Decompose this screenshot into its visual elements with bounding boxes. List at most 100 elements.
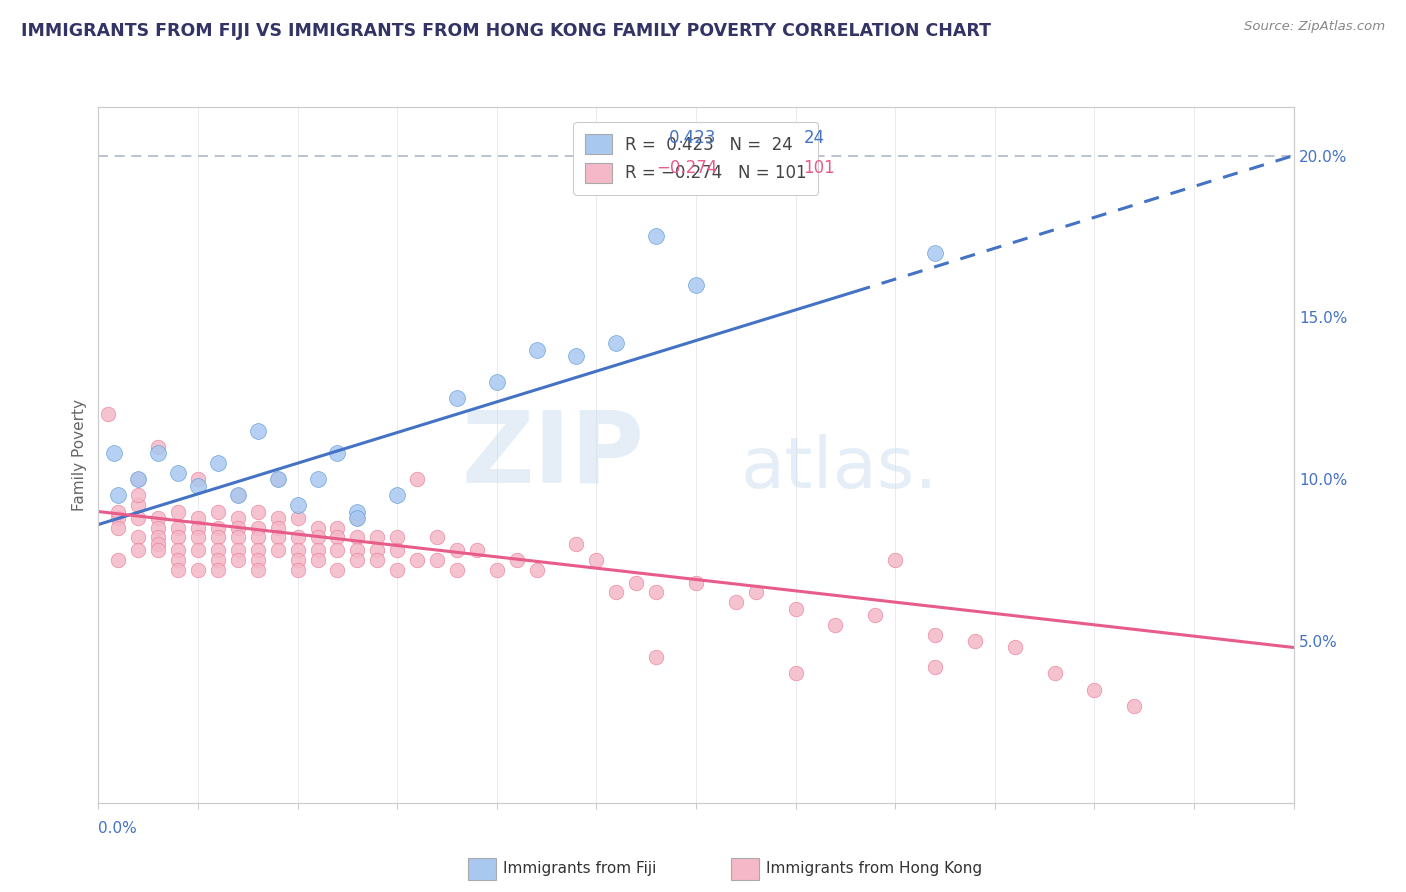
Point: [167, 531, 190, 545]
Point: [127, 543, 149, 558]
Text: Source: ZipAtlas.com: Source: ZipAtlas.com: [1244, 20, 1385, 33]
Point: [605, 336, 627, 351]
Point: [465, 543, 488, 558]
Point: [226, 553, 249, 567]
Y-axis label: Family Poverty: Family Poverty: [72, 399, 87, 511]
Point: [745, 585, 768, 599]
Text: ZIP: ZIP: [461, 407, 644, 503]
Point: [406, 553, 429, 567]
Point: [246, 553, 269, 567]
Point: [207, 456, 229, 470]
Point: [1004, 640, 1026, 655]
Legend: R =  0.423   N =  24, R = −0.274   N = 101: R = 0.423 N = 24, R = −0.274 N = 101: [574, 122, 818, 194]
Point: [924, 660, 946, 674]
Point: [446, 543, 468, 558]
Point: [307, 543, 329, 558]
Point: [226, 488, 249, 502]
Point: [685, 575, 707, 590]
Point: [385, 488, 409, 502]
Point: [1043, 666, 1066, 681]
Point: [565, 537, 588, 551]
Point: [207, 531, 229, 545]
Point: [207, 543, 229, 558]
Point: [167, 543, 190, 558]
Point: [207, 521, 229, 535]
Point: [645, 650, 668, 665]
Point: [267, 543, 290, 558]
Point: [526, 563, 548, 577]
Point: [565, 349, 588, 363]
Point: [346, 543, 368, 558]
Text: atlas.: atlas.: [741, 434, 938, 503]
Text: −0.274: −0.274: [657, 159, 718, 177]
Point: [127, 472, 149, 486]
Point: [287, 563, 309, 577]
Point: [346, 511, 368, 525]
Point: [685, 278, 707, 293]
Point: [526, 343, 548, 357]
Point: [307, 531, 329, 545]
Point: [107, 488, 129, 502]
Point: [148, 440, 170, 454]
Point: [107, 553, 129, 567]
Text: 0.0%: 0.0%: [98, 821, 138, 836]
Point: [167, 553, 190, 567]
Point: [107, 511, 129, 525]
Point: [824, 617, 846, 632]
Point: [287, 543, 309, 558]
Point: [366, 553, 388, 567]
Point: [326, 446, 349, 460]
Point: [167, 563, 190, 577]
Point: [326, 543, 349, 558]
Point: [226, 531, 249, 545]
Point: [267, 511, 290, 525]
Point: [187, 521, 209, 535]
Point: [246, 424, 269, 438]
Point: [226, 543, 249, 558]
Point: [385, 531, 409, 545]
Point: [267, 531, 290, 545]
Point: [924, 245, 946, 260]
Point: [103, 446, 125, 460]
Point: [626, 575, 648, 590]
Point: [485, 563, 508, 577]
Point: [645, 229, 668, 244]
Point: [148, 521, 170, 535]
Point: [187, 511, 209, 525]
Point: [406, 472, 429, 486]
Point: [267, 472, 290, 486]
Point: [187, 563, 209, 577]
Point: [207, 504, 229, 518]
Text: IMMIGRANTS FROM FIJI VS IMMIGRANTS FROM HONG KONG FAMILY POVERTY CORRELATION CHA: IMMIGRANTS FROM FIJI VS IMMIGRANTS FROM …: [21, 22, 991, 40]
Text: Immigrants from Hong Kong: Immigrants from Hong Kong: [766, 862, 983, 876]
Point: [127, 531, 149, 545]
Point: [605, 585, 627, 599]
Point: [307, 553, 329, 567]
Point: [287, 531, 309, 545]
Point: [107, 504, 129, 518]
Point: [963, 634, 986, 648]
Point: [326, 531, 349, 545]
Point: [246, 563, 269, 577]
Point: [148, 543, 170, 558]
Text: 24: 24: [804, 129, 825, 147]
Point: [724, 595, 747, 609]
Point: [346, 511, 368, 525]
Point: [267, 472, 290, 486]
Point: [785, 666, 807, 681]
Point: [127, 498, 149, 512]
Point: [485, 375, 508, 389]
Point: [148, 446, 170, 460]
Point: [385, 543, 409, 558]
Point: [307, 472, 329, 486]
Text: Immigrants from Fiji: Immigrants from Fiji: [503, 862, 657, 876]
Point: [187, 472, 209, 486]
Point: [1123, 698, 1146, 713]
Point: [187, 478, 209, 492]
Point: [167, 466, 190, 480]
Point: [287, 553, 309, 567]
Point: [645, 585, 668, 599]
Point: [426, 553, 449, 567]
Point: [148, 511, 170, 525]
Point: [127, 472, 149, 486]
